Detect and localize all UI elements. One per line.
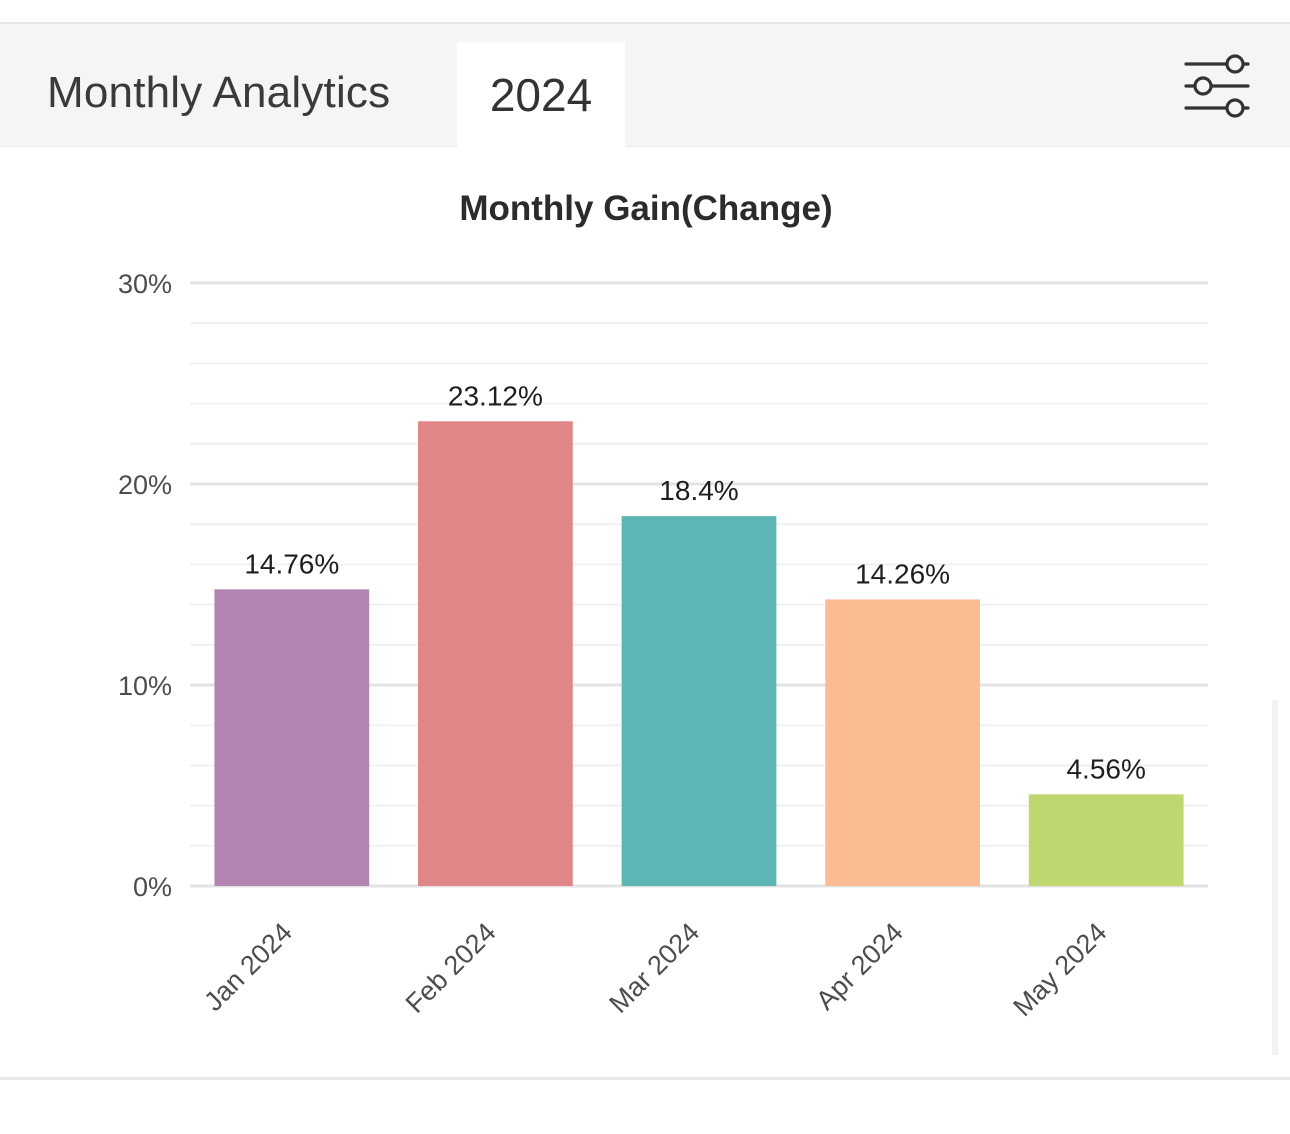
data-label: 14.26% xyxy=(855,558,950,589)
x-tick-label: Jan 2024 xyxy=(198,917,298,1017)
bottom-panel xyxy=(0,1077,1290,1134)
data-label: 14.76% xyxy=(244,548,339,579)
bar xyxy=(825,599,980,886)
scroll-edge xyxy=(1272,700,1278,1055)
data-label: 23.12% xyxy=(448,380,543,411)
bar xyxy=(1028,794,1184,886)
tab-year[interactable]: 2024 xyxy=(457,42,625,147)
filter-button[interactable] xyxy=(1180,54,1254,118)
x-tick-label: Mar 2024 xyxy=(603,917,705,1019)
chart-area: Monthly Gain(Change) 0% 10% 20% 30% 14.76% 2… xyxy=(0,146,1290,1076)
y-tick-label: 20% xyxy=(118,470,172,500)
chart-title: Monthly Gain(Change) xyxy=(459,189,832,228)
sliders-icon xyxy=(1184,54,1250,118)
x-axis-ticks: Jan 2024 Feb 2024 Mar 2024 Apr 2024 May 2024 xyxy=(198,917,1112,1022)
x-tick-label: Feb 2024 xyxy=(400,917,502,1019)
bar xyxy=(214,589,370,886)
page-title: Monthly Analytics xyxy=(47,68,391,117)
bar xyxy=(418,421,573,886)
x-tick-label: Apr 2024 xyxy=(810,917,909,1016)
bar-chart: Monthly Gain(Change) 0% 10% 20% 30% 14.76% 2… xyxy=(118,189,1208,1022)
data-label: 18.4% xyxy=(659,475,738,506)
header-bar: Monthly Analytics 2024 xyxy=(0,24,1290,147)
y-tick-label: 30% xyxy=(118,269,172,299)
bars xyxy=(214,421,1184,886)
bar xyxy=(621,516,777,886)
value-labels: 14.76% 23.12% 18.4% 14.26% 4.56% xyxy=(244,380,1146,784)
y-tick-label: 0% xyxy=(133,872,172,902)
x-tick-label: May 2024 xyxy=(1007,917,1112,1022)
y-axis-ticks: 0% 10% 20% 30% xyxy=(118,269,172,902)
top-divider xyxy=(0,22,1290,24)
data-label: 4.56% xyxy=(1066,753,1145,784)
y-tick-label: 10% xyxy=(118,671,172,701)
